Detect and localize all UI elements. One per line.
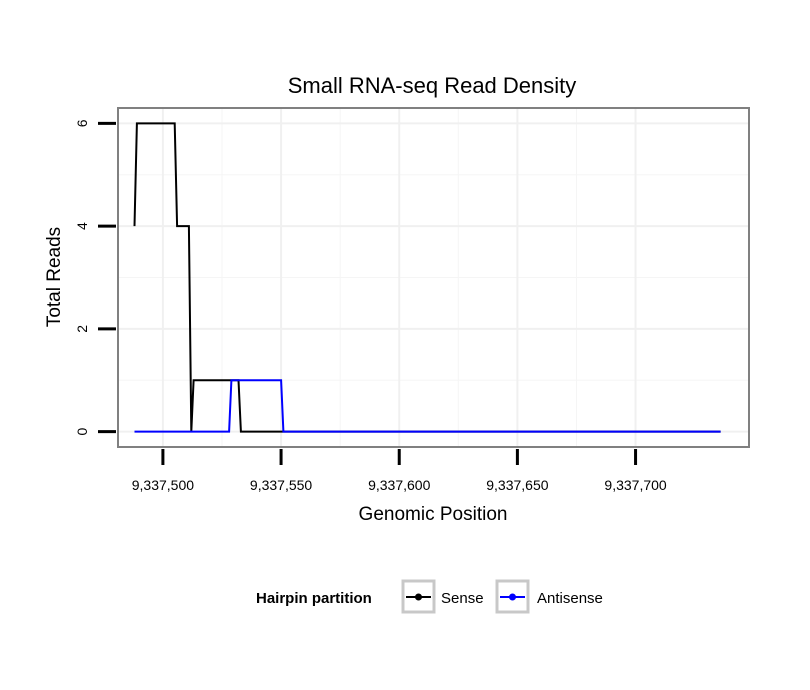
x-axis: 9,337,500 9,337,550 9,337,600 9,337,650 9,33… <box>132 449 667 493</box>
grid <box>118 108 749 447</box>
legend-label-antisense: Antisense <box>537 590 603 607</box>
series-layer <box>133 122 721 433</box>
legend-title: Hairpin partition <box>256 590 372 607</box>
chart-title: Small RNA-seq Read Density <box>288 73 577 98</box>
x-tick-label: 9,337,550 <box>250 477 312 493</box>
x-tick-label: 9,337,650 <box>486 477 548 493</box>
legend-key-sense <box>401 579 436 614</box>
y-axis-label: Total Reads <box>44 227 65 327</box>
y-tick-label: 2 <box>74 325 90 333</box>
legend-key-antisense <box>495 579 530 614</box>
legend-label-sense: Sense <box>441 590 484 607</box>
legend-key-sense-point <box>415 593 422 601</box>
x-tick-label: 9,337,700 <box>604 477 666 493</box>
x-axis-label: Genomic Position <box>359 504 508 525</box>
legend-item-antisense: Antisense <box>495 579 603 614</box>
legend: Hairpin partition Sense Antisense <box>256 579 603 614</box>
plot-panel-border <box>117 107 750 448</box>
x-tick-label: 9,337,600 <box>368 477 430 493</box>
x-tick-label: 9,337,500 <box>132 477 194 493</box>
series-line-antisense <box>134 379 721 433</box>
y-tick-label: 0 <box>74 427 90 435</box>
y-axis: 0 2 4 6 <box>74 119 116 435</box>
y-tick-label: 6 <box>74 119 90 127</box>
legend-key-antisense-point <box>509 593 516 601</box>
legend-item-sense: Sense <box>401 579 484 614</box>
y-tick-label: 4 <box>74 222 90 230</box>
series-line-sense <box>133 122 721 433</box>
